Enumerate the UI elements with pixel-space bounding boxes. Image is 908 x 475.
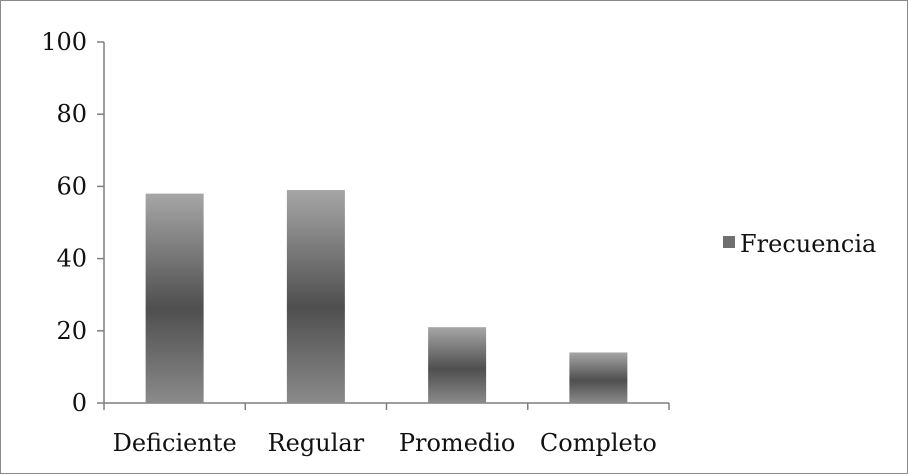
y-tick-label: 60 xyxy=(56,172,87,200)
x-tick-label: Completo xyxy=(540,429,657,457)
bar-completo xyxy=(569,352,628,403)
bar-deficiente xyxy=(145,193,204,403)
legend-swatch xyxy=(723,236,735,248)
y-tick-label: 0 xyxy=(72,389,87,417)
y-tick-label: 20 xyxy=(56,317,87,345)
legend: Frecuencia xyxy=(723,230,876,258)
x-tick-label: Promedio xyxy=(399,429,516,457)
x-tick-label: Deficiente xyxy=(113,429,237,457)
bar-promedio xyxy=(428,327,487,403)
legend-label: Frecuencia xyxy=(740,230,876,258)
x-tick-label: Regular xyxy=(268,429,365,457)
bars xyxy=(145,190,628,403)
x-tick-labels: Deficiente Regular Promedio Completo xyxy=(113,429,657,457)
y-tick-label: 80 xyxy=(56,100,87,128)
y-tick-label: 40 xyxy=(56,245,87,273)
x-axis xyxy=(103,402,670,410)
y-axis: 0 20 40 60 80 100 xyxy=(41,28,105,417)
bar-regular xyxy=(286,190,345,403)
y-tick-label: 100 xyxy=(41,28,87,56)
